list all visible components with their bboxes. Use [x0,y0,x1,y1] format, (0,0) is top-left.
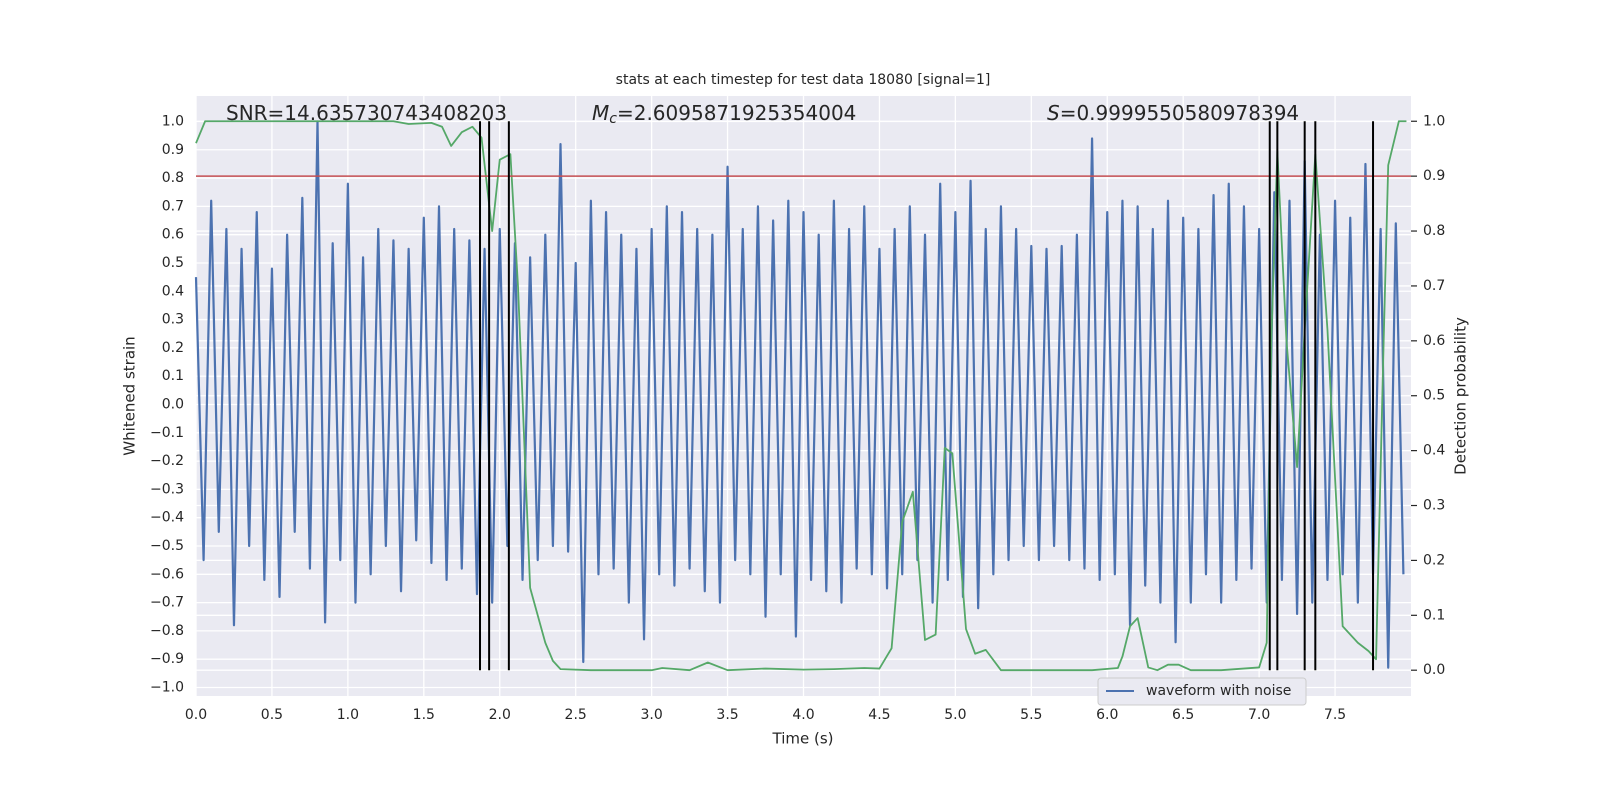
x-tick-label: 1.5 [413,707,435,723]
annotation-part: SNR=14.635730743408203 [226,101,507,125]
y-tick-label: −0.7 [150,595,184,611]
y2-tick-label: 0.2 [1423,552,1445,568]
x-tick-label: 5.0 [944,707,966,723]
x-tick-label: 5.5 [1020,707,1042,723]
y2-tick-label: 0.3 [1423,498,1445,514]
x-tick-label: 2.0 [489,707,511,723]
x-tick-label: 4.0 [792,707,814,723]
y2-tick-label: 1.0 [1423,113,1445,129]
annotation: S=0.9999550580978394 [1047,101,1299,125]
series-line [194,120,1405,669]
x-tick-label: 0.5 [261,707,283,723]
x-tick-label: 4.5 [868,707,890,723]
annotation-part: c [609,111,617,127]
series-line [195,120,1407,672]
y-tick-label: −0.5 [150,538,184,554]
x-axis-label: Time (s) [772,730,834,748]
x-tick-label: 7.0 [1248,707,1270,723]
y2-tick-label: 0.6 [1423,333,1445,349]
y-axis-label: Whitened strain [121,336,139,455]
y2-tick-label: 0.9 [1423,168,1445,184]
annotation: Mc=2.6095871925354004 [592,101,856,128]
legend-label: waveform with noise [1146,683,1291,699]
legend-box [1097,677,1307,706]
y-tick-label: 0.0 [162,396,184,412]
y-tick-label: 0.4 [162,283,184,299]
y-tick-label: −0.1 [150,425,184,441]
y2-tick-label: 0.4 [1423,443,1445,459]
chart-title: stats at each timestep for test data 180… [616,72,991,88]
y-tick-label: 0.2 [162,340,184,356]
y2-axis-label: Detection probability [1452,317,1470,475]
y2-tick-label: 0.1 [1423,607,1445,623]
annotation-part: =2.6095871925354004 [617,101,856,125]
y2-tick-label: 0.0 [1423,662,1445,678]
y-tick-label: −0.9 [150,651,184,667]
y2-tick-label: 0.5 [1423,388,1445,404]
x-tick-label: 1.0 [337,707,359,723]
x-tick-label: 6.0 [1096,707,1118,723]
x-tick-label: 7.5 [1324,707,1346,723]
y-tick-label: −0.3 [150,481,184,497]
y-tick-label: 0.5 [162,255,184,271]
y-tick-label: 0.9 [162,142,184,158]
x-tick-label: 0.0 [185,707,207,723]
y-tick-label: −0.8 [150,623,184,639]
x-tick-label: 3.5 [716,707,738,723]
x-tick-label: 2.5 [565,707,587,723]
y-tick-label: −0.2 [150,453,184,469]
x-tick-label: 3.0 [640,707,662,723]
annotation: SNR=14.635730743408203 [226,101,507,125]
y-tick-label: −1.0 [150,680,184,696]
y2-tick-label: 0.7 [1423,278,1445,294]
annotation-part: S [1047,101,1060,125]
y-tick-label: −0.6 [150,566,184,582]
y-tick-label: 1.0 [162,113,184,129]
y-tick-label: 0.1 [162,368,184,384]
y-tick-label: 0.8 [162,170,184,186]
y-tick-label: 0.6 [162,227,184,243]
x-tick-label: 6.5 [1172,707,1194,723]
y2-tick-label: 0.8 [1423,223,1445,239]
y-tick-label: −0.4 [150,510,184,526]
y-tick-label: 0.7 [162,198,184,214]
annotation-part: =0.9999550580978394 [1060,101,1299,125]
y-tick-label: 0.3 [162,312,184,328]
annotation-part: M [592,101,609,125]
